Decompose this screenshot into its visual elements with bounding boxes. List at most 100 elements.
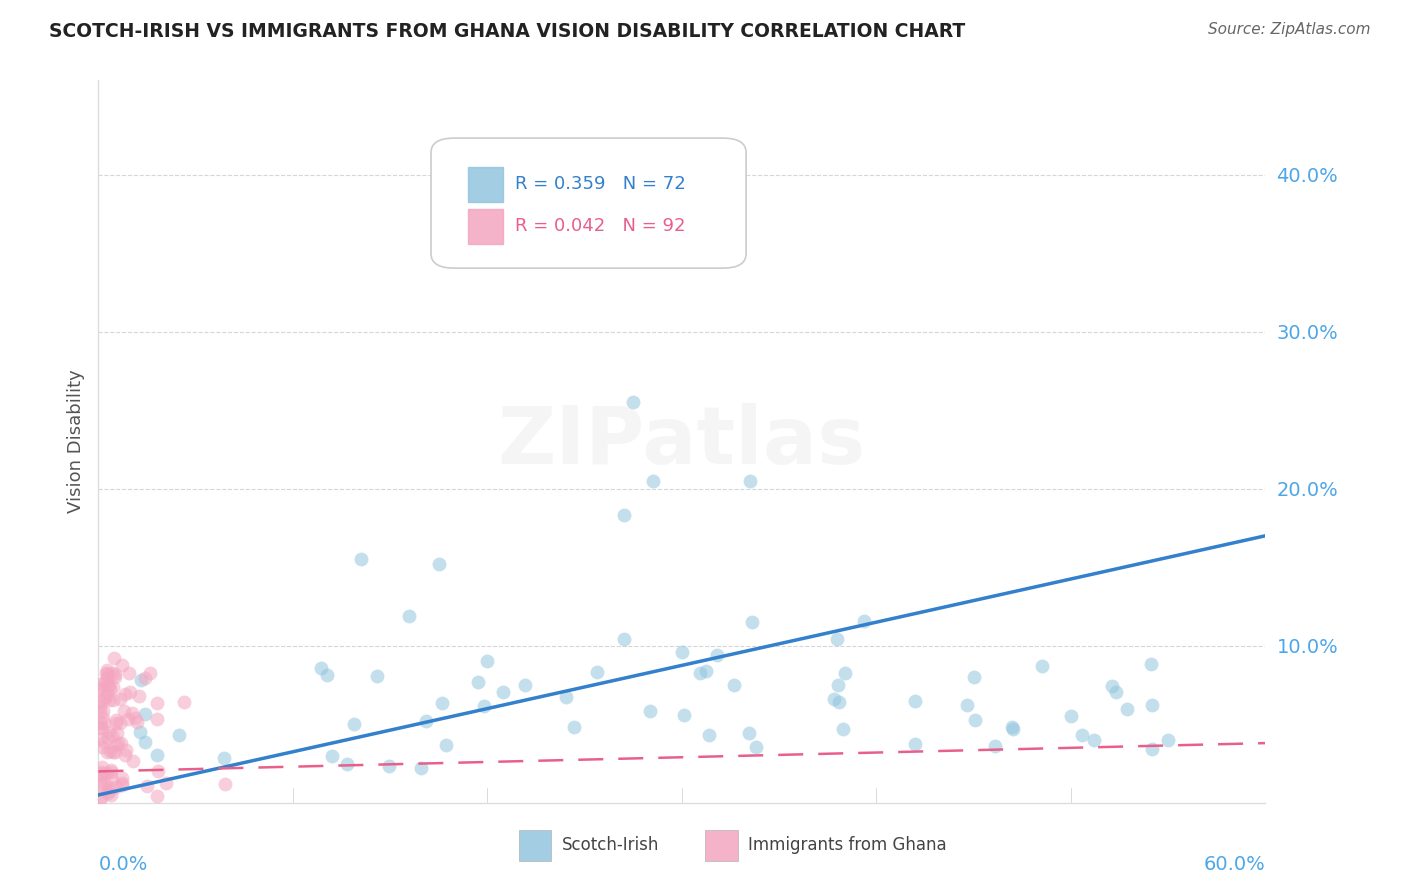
Point — [672, 708, 695, 723]
Point — [477, 655, 499, 669]
Point — [89, 699, 111, 714]
Point — [350, 552, 373, 566]
Point — [212, 751, 235, 765]
Point — [1115, 702, 1137, 716]
Point — [93, 782, 115, 797]
FancyBboxPatch shape — [432, 138, 747, 268]
Point — [97, 678, 120, 692]
Bar — [706, 830, 738, 861]
Point — [107, 736, 129, 750]
Point — [98, 744, 121, 758]
Text: R = 0.042   N = 92: R = 0.042 N = 92 — [515, 218, 686, 235]
Text: R = 0.359   N = 72: R = 0.359 N = 72 — [515, 175, 686, 193]
Point — [962, 670, 984, 684]
Bar — [519, 830, 551, 861]
Point — [671, 645, 693, 659]
Point — [621, 395, 644, 409]
Point — [145, 713, 167, 727]
Point — [146, 696, 169, 710]
Point — [114, 687, 136, 701]
Point — [111, 778, 134, 792]
Point — [101, 745, 124, 759]
Point — [89, 791, 111, 805]
Point — [640, 704, 662, 718]
Point — [89, 766, 111, 780]
Point — [415, 714, 437, 728]
Point — [585, 665, 607, 679]
Point — [741, 615, 763, 629]
Point — [467, 675, 489, 690]
Point — [963, 713, 986, 727]
Point — [112, 704, 135, 718]
Point — [214, 777, 236, 791]
Point — [1031, 658, 1053, 673]
Point — [336, 756, 359, 771]
Point — [98, 780, 121, 794]
Point — [1083, 732, 1105, 747]
Point — [89, 683, 111, 698]
Text: ZIPatlas: ZIPatlas — [498, 402, 866, 481]
Point — [97, 731, 120, 745]
Point — [723, 678, 745, 692]
Point — [100, 788, 122, 802]
Point — [105, 726, 128, 740]
Point — [96, 685, 118, 699]
Point — [111, 657, 134, 672]
Point — [104, 666, 127, 681]
Point — [641, 474, 664, 488]
Point — [96, 663, 118, 677]
Point — [97, 784, 120, 798]
Point — [562, 719, 585, 733]
Text: Source: ZipAtlas.com: Source: ZipAtlas.com — [1208, 22, 1371, 37]
Point — [96, 666, 118, 681]
Point — [828, 695, 851, 709]
Point — [737, 726, 759, 740]
Point — [129, 673, 152, 687]
Point — [101, 680, 124, 694]
Y-axis label: Vision Disability: Vision Disability — [66, 369, 84, 514]
Point — [146, 789, 169, 803]
Point — [492, 685, 515, 699]
Point — [706, 648, 728, 662]
Point — [956, 698, 979, 713]
Point — [398, 608, 420, 623]
Point — [104, 670, 127, 684]
Point — [110, 692, 132, 706]
Point — [93, 710, 115, 724]
Point — [1105, 685, 1128, 699]
Point — [105, 713, 128, 727]
Point — [128, 689, 150, 703]
Point — [90, 721, 112, 735]
Point — [121, 754, 143, 768]
Point — [146, 747, 169, 762]
Point — [89, 722, 111, 736]
Point — [1139, 657, 1161, 671]
Point — [89, 731, 111, 746]
Point — [103, 651, 125, 665]
Point — [1157, 733, 1180, 747]
Point — [90, 760, 112, 774]
Point — [377, 759, 399, 773]
Point — [110, 736, 132, 750]
Point — [94, 666, 117, 681]
Point — [409, 761, 432, 775]
Point — [984, 739, 1007, 753]
Point — [108, 716, 131, 731]
Point — [89, 677, 111, 691]
Point — [89, 716, 111, 731]
Point — [138, 666, 160, 681]
Point — [96, 671, 118, 685]
Point — [852, 614, 875, 628]
Point — [128, 724, 150, 739]
Point — [134, 734, 156, 748]
Point — [120, 684, 142, 698]
Point — [89, 704, 111, 718]
Point — [101, 666, 124, 681]
Point — [100, 681, 122, 696]
Point — [94, 766, 117, 780]
Point — [321, 748, 343, 763]
Point — [91, 740, 114, 755]
Point — [134, 671, 156, 685]
Point — [699, 728, 721, 742]
Point — [167, 728, 190, 742]
